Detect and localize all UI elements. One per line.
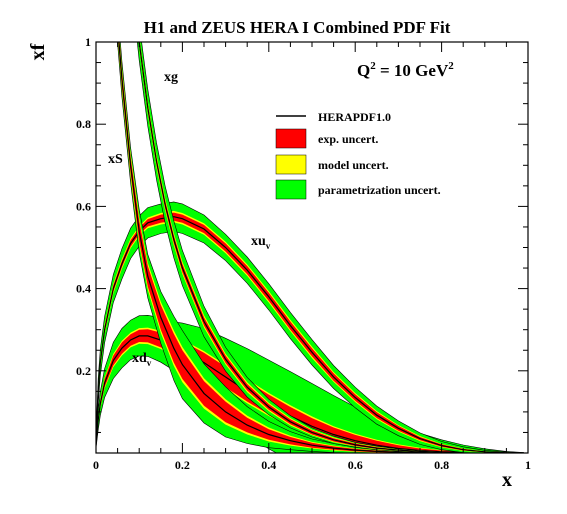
label-xuv-main: xu bbox=[251, 234, 266, 249]
legend-label-exp: exp. uncert. bbox=[318, 132, 378, 146]
q2-annotation-value: = 10 GeV bbox=[376, 61, 449, 80]
legend-label-param: parametrization uncert. bbox=[318, 183, 441, 197]
x-axis-label: x bbox=[502, 469, 512, 491]
x-tick-label: 0.8 bbox=[434, 458, 449, 472]
chart-title: H1 and ZEUS HERA I Combined PDF Fit bbox=[144, 18, 451, 37]
central-line-xg bbox=[138, 42, 442, 453]
band-param-xs bbox=[117, 42, 442, 453]
legend-label-model: model uncert. bbox=[318, 158, 389, 172]
legend: HERAPDF1.0 exp. uncert. model uncert. pa… bbox=[275, 110, 441, 200]
y-tick-label: 0.6 bbox=[76, 199, 91, 213]
x-tick-label: 0.2 bbox=[175, 458, 190, 472]
axis-ticks: 0 0.2 0.4 0.6 0.8 1 0.2 0.4 0.6 0.8 1 bbox=[76, 35, 531, 472]
x-tick-label: 0.6 bbox=[348, 458, 363, 472]
label-xuv: xuv bbox=[251, 234, 271, 251]
label-xg: xg bbox=[164, 70, 178, 85]
y-axis-label: xf bbox=[27, 43, 49, 60]
legend-label-central: HERAPDF1.0 bbox=[318, 110, 391, 124]
x-tick-label: 0.4 bbox=[261, 458, 276, 472]
band-exp-xdv bbox=[96, 329, 524, 453]
label-xdv: xdv bbox=[132, 351, 152, 368]
y-tick-label: 0.4 bbox=[76, 282, 91, 296]
y-tick-label: 1 bbox=[85, 35, 91, 49]
q2-annotation: Q2 = 10 GeV2 bbox=[357, 60, 454, 80]
x-tick-label: 1 bbox=[525, 458, 531, 472]
y-tick-label: 0.2 bbox=[76, 364, 91, 378]
central-line-xs bbox=[118, 42, 442, 453]
q2-annotation-unit-exp: 2 bbox=[448, 60, 454, 72]
pdf-bands bbox=[96, 42, 524, 453]
legend-swatch-param bbox=[275, 179, 307, 200]
label-xuv-sub: v bbox=[266, 241, 271, 251]
q2-annotation-q: Q bbox=[357, 61, 370, 80]
legend-swatch-exp bbox=[275, 128, 307, 149]
label-xdv-main: xd bbox=[132, 351, 147, 366]
central-line-xuv bbox=[96, 216, 524, 453]
label-xs: xS bbox=[108, 152, 123, 167]
label-xdv-sub: v bbox=[147, 358, 152, 368]
x-tick-label: 0 bbox=[93, 458, 99, 472]
q2-annotation-exp: 2 bbox=[370, 60, 376, 72]
legend-swatch-model bbox=[275, 154, 307, 175]
y-tick-label: 0.8 bbox=[76, 117, 91, 131]
